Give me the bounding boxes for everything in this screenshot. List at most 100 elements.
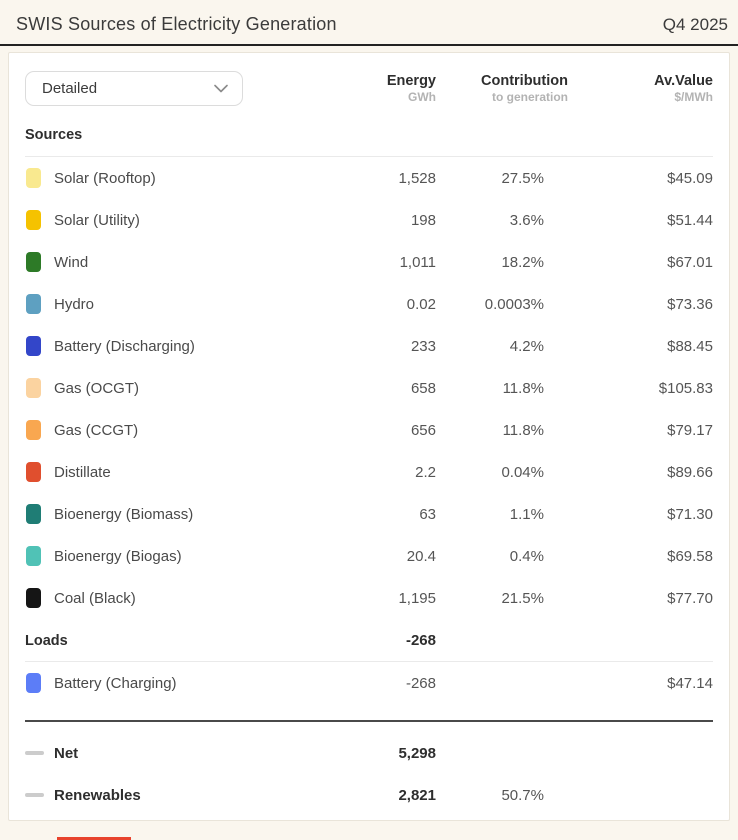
view-mode-dropdown[interactable]: Detailed xyxy=(25,71,243,106)
av-value-cell: $47.14 xyxy=(667,674,713,692)
contribution-cell: 50.7% xyxy=(501,786,544,804)
energy-cell: -268 xyxy=(405,674,436,692)
row-label: Hydro xyxy=(54,295,95,313)
table-row[interactable]: Distillate 2.2 0.04% $89.66 xyxy=(25,451,713,493)
row-label: Coal (Black) xyxy=(54,589,136,607)
contribution-cell: 27.5% xyxy=(501,169,544,187)
series-color-swatch xyxy=(26,294,41,314)
row-label: Bioenergy (Biomass) xyxy=(54,505,194,523)
page-title: SWIS Sources of Electricity Generation xyxy=(16,14,337,34)
energy-cell: 0.02 xyxy=(406,295,436,313)
av-value-cell: $51.44 xyxy=(667,211,713,229)
contribution-cell: 4.2% xyxy=(509,337,544,355)
dash-swatch xyxy=(25,793,44,797)
loads-total-energy: -268 xyxy=(405,632,436,649)
series-color-swatch xyxy=(26,546,41,566)
series-color-swatch xyxy=(26,673,41,693)
loads-row-list: Battery (Charging) -268 $47.14 xyxy=(25,662,713,704)
contribution-cell: 21.5% xyxy=(501,589,544,607)
table-row[interactable]: Bioenergy (Biomass) 63 1.1% $71.30 xyxy=(25,493,713,535)
sources-row-list: Solar (Rooftop) 1,528 27.5% $45.09 Solar… xyxy=(25,157,713,619)
series-color-swatch xyxy=(26,252,41,272)
column-header-energy: Energy GWh xyxy=(386,72,436,105)
column-header-av-value: Av.Value $/MWh xyxy=(654,72,713,105)
av-value-cell: $45.09 xyxy=(667,169,713,187)
contribution-cell: 0.0003% xyxy=(484,295,544,313)
generation-table-card: Detailed Energy GWh Contribution to gene… xyxy=(8,52,730,821)
table-row[interactable]: Hydro 0.02 0.0003% $73.36 xyxy=(25,283,713,325)
energy-cell: 20.4 xyxy=(406,547,436,565)
row-label: Battery (Discharging) xyxy=(54,337,195,355)
av-value-cell: $105.83 xyxy=(658,379,713,397)
loads-section-header: Loads -268 xyxy=(25,619,713,662)
row-label: Solar (Rooftop) xyxy=(54,169,156,187)
table-row[interactable]: Gas (OCGT) 658 11.8% $105.83 xyxy=(25,367,713,409)
table-toolbar: Detailed Energy GWh Contribution to gene… xyxy=(25,67,713,112)
bottom-accent-bar xyxy=(57,837,131,840)
table-row[interactable]: Wind 1,011 18.2% $67.01 xyxy=(25,241,713,283)
table-row[interactable]: Bioenergy (Biogas) 20.4 0.4% $69.58 xyxy=(25,535,713,577)
table-row[interactable]: Solar (Utility) 198 3.6% $51.44 xyxy=(25,199,713,241)
sources-section-header: Sources xyxy=(25,112,713,157)
sources-section-label: Sources xyxy=(25,127,83,143)
series-color-swatch xyxy=(26,588,41,608)
energy-cell: 1,528 xyxy=(398,169,436,187)
contribution-cell: 11.8% xyxy=(502,421,544,439)
table-row[interactable]: Battery (Charging) -268 $47.14 xyxy=(25,662,713,704)
contribution-cell: 1.1% xyxy=(509,505,544,523)
series-color-swatch xyxy=(26,336,41,356)
table-row[interactable]: Gas (CCGT) 656 11.8% $79.17 xyxy=(25,409,713,451)
energy-cell: 233 xyxy=(410,337,436,355)
energy-cell: 1,195 xyxy=(398,589,436,607)
page-header: SWIS Sources of Electricity Generation Q… xyxy=(0,0,738,46)
loads-section-label: Loads xyxy=(25,632,68,649)
energy-cell: 2,821 xyxy=(398,786,436,804)
row-label: Distillate xyxy=(54,463,111,481)
row-label: Battery (Charging) xyxy=(54,674,177,692)
table-row[interactable]: Coal (Black) 1,195 21.5% $77.70 xyxy=(25,577,713,619)
contribution-cell: 3.6% xyxy=(509,211,544,229)
row-label: Bioenergy (Biogas) xyxy=(54,547,182,565)
energy-cell: 658 xyxy=(410,379,436,397)
dash-swatch xyxy=(25,751,44,755)
row-label: Gas (CCGT) xyxy=(54,421,139,439)
summary-row-label: Renewables xyxy=(54,786,141,804)
av-value-cell: $71.30 xyxy=(667,505,713,523)
table-row[interactable]: Battery (Discharging) 233 4.2% $88.45 xyxy=(25,325,713,367)
contribution-cell: 0.4% xyxy=(509,547,544,565)
column-header-contribution: Contribution to generation xyxy=(481,72,568,105)
report-period: Q4 2025 xyxy=(662,15,728,34)
av-value-cell: $79.17 xyxy=(667,421,713,439)
av-value-cell: $69.58 xyxy=(667,547,713,565)
row-label: Solar (Utility) xyxy=(54,211,140,229)
energy-cell: 63 xyxy=(419,505,436,523)
energy-cell: 1,011 xyxy=(399,253,436,271)
contribution-cell: 18.2% xyxy=(501,253,544,271)
chevron-down-icon xyxy=(214,84,228,93)
av-value-cell: $89.66 xyxy=(667,463,713,481)
contribution-cell: 0.04% xyxy=(501,463,544,481)
av-value-cell: $88.45 xyxy=(667,337,713,355)
view-mode-value: Detailed xyxy=(42,80,98,97)
series-color-swatch xyxy=(26,210,41,230)
summary-row[interactable]: Net 5,298 xyxy=(25,732,713,774)
summary-row-list: Net 5,298 Renewables 2,821 50.7% xyxy=(25,722,713,816)
av-value-cell: $67.01 xyxy=(667,253,713,271)
series-color-swatch xyxy=(26,168,41,188)
summary-row-label: Net xyxy=(54,744,79,762)
energy-cell: 656 xyxy=(410,421,436,439)
row-label: Wind xyxy=(54,253,89,271)
summary-row[interactable]: Renewables 2,821 50.7% xyxy=(25,774,713,816)
energy-cell: 5,298 xyxy=(398,744,436,762)
av-value-cell: $73.36 xyxy=(667,295,713,313)
energy-cell: 198 xyxy=(410,211,436,229)
series-color-swatch xyxy=(26,420,41,440)
series-color-swatch xyxy=(26,462,41,482)
energy-cell: 2.2 xyxy=(415,463,436,481)
summary-divider xyxy=(25,720,713,722)
table-row[interactable]: Solar (Rooftop) 1,528 27.5% $45.09 xyxy=(25,157,713,199)
av-value-cell: $77.70 xyxy=(667,589,713,607)
series-color-swatch xyxy=(26,504,41,524)
contribution-cell: 11.8% xyxy=(502,379,544,397)
series-color-swatch xyxy=(26,378,41,398)
